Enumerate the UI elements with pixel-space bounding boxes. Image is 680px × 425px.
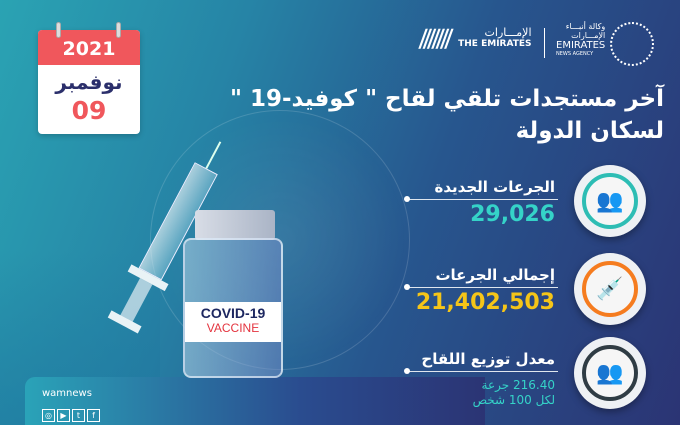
stat-value-total-doses: 21,402,503 <box>415 290 555 315</box>
vial-cap <box>195 210 275 240</box>
wam-ar-1: وكالة أنبـــاء <box>565 22 606 31</box>
syringe-icon: 💉 <box>582 261 638 317</box>
emirates-stripes-icon: ||||||| <box>415 25 455 49</box>
title-line-2: لسكان الدولة <box>515 118 664 144</box>
vial-label-1: COVID-19 <box>200 305 266 321</box>
vial-label-2: VACCINE <box>206 321 260 335</box>
brand-wamnews: wamnews <box>42 388 92 399</box>
calendar-year: 2021 <box>38 30 140 65</box>
instagram-icon[interactable]: ◎ <box>42 409 55 422</box>
line-dot <box>404 196 410 202</box>
facebook-icon[interactable]: f <box>87 409 100 422</box>
people-icon-badge: 👥 <box>574 165 646 237</box>
wam-ar-2: الإمـــارات <box>571 31 606 40</box>
divider-line <box>408 199 558 200</box>
stat-label-total-doses: إجمالي الجرعات <box>435 266 555 284</box>
twitter-icon[interactable]: t <box>72 409 85 422</box>
divider <box>544 28 545 58</box>
stat-value-rate-unit: لكل 100 شخص <box>472 393 555 407</box>
the-emirates-ar: الإمـــارات <box>484 25 532 39</box>
youtube-icon[interactable]: ▶ <box>57 409 70 422</box>
line-dot <box>404 368 410 374</box>
group-icon: 👥 <box>582 345 638 401</box>
the-emirates-en: THE EMIRATES <box>458 38 532 49</box>
group-icon-badge: 👥 <box>574 337 646 409</box>
people-icon: 👥 <box>582 173 638 229</box>
calendar-day: 09 <box>71 96 107 125</box>
the-emirates-logo: ||||||| الإمـــارات THE EMIRATES <box>416 25 532 49</box>
title-line-1: آخر مستجدات تلقي لقاح " كوفيد-19 " <box>229 86 664 112</box>
divider-line <box>408 371 558 372</box>
globe-icon <box>610 22 654 66</box>
stat-value-new-doses: 29,026 <box>470 202 555 227</box>
calendar: 2021 نوفمبر 09 <box>38 22 140 134</box>
stat-label-new-doses: الجرعات الجديدة <box>434 178 556 196</box>
syringe-icon-badge: 💉 <box>574 253 646 325</box>
ring-icon <box>116 22 121 38</box>
divider-line <box>408 287 558 288</box>
ring-icon <box>56 22 61 38</box>
calendar-month: نوفمبر <box>55 70 123 94</box>
vial-body: COVID-19 VACCINE <box>183 238 283 378</box>
wam-sub: NEWS AGENCY <box>556 51 594 57</box>
social-icons: ◎ ▶ t f <box>42 403 102 422</box>
stat-label-rate: معدل توزيع اللقاح <box>421 350 555 368</box>
pedestal <box>25 377 485 425</box>
wam-logo: وكالة أنبـــاء الإمـــارات EMIRATES NEWS… <box>556 22 605 57</box>
stat-value-rate: 216.40 جرعة <box>481 378 555 392</box>
line-dot <box>404 284 410 290</box>
wam-en: EMIRATES <box>556 40 606 51</box>
